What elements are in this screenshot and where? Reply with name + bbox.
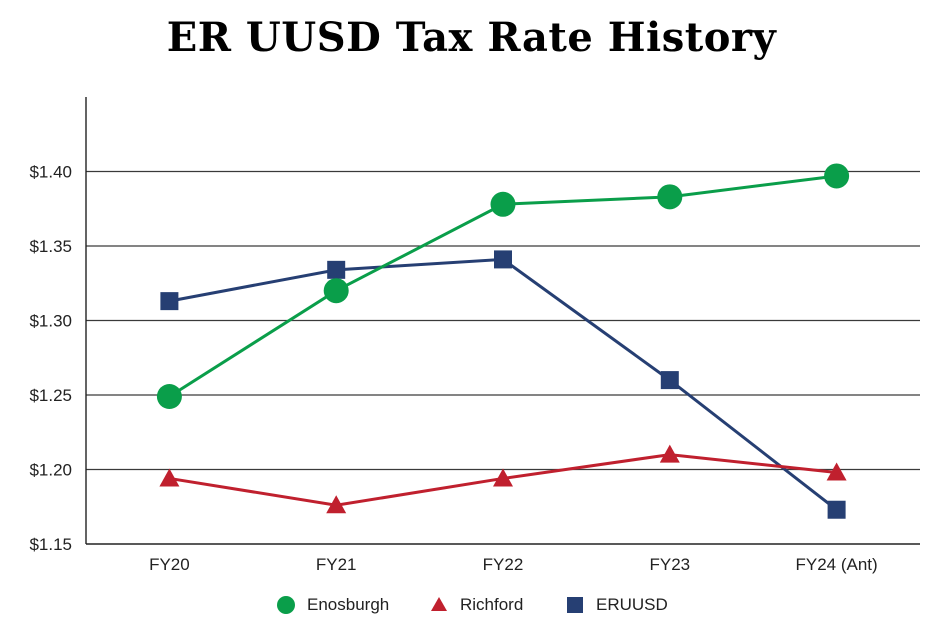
legend: Enosburgh Richford ERUUSD (0, 590, 943, 620)
data-point-enosburgh (824, 163, 850, 189)
data-point-richford (159, 468, 180, 487)
data-point-eruusd (660, 371, 679, 390)
data-point-eruusd (827, 500, 846, 519)
data-point-enosburgh (323, 278, 349, 304)
data-point-eruusd (160, 292, 179, 311)
y-tick-label: $1.25 (29, 386, 72, 405)
y-tick-label: $1.30 (29, 312, 72, 331)
x-tick-label: FY20 (149, 555, 190, 574)
chart-title: ER UUSD Tax Rate History (166, 14, 777, 61)
data-point-eruusd (327, 260, 346, 279)
legend-item-eruusd: ERUUSD (564, 590, 668, 620)
legend-circle-marker (277, 596, 295, 614)
y-tick-label: $1.35 (29, 237, 72, 256)
data-point-enosburgh (490, 191, 516, 217)
legend-item-richford: Richford (428, 590, 523, 620)
legend-label: Richford (460, 595, 524, 614)
data-point-richford (326, 495, 347, 514)
legend-square-marker (567, 597, 583, 613)
data-point-richford (493, 468, 513, 487)
x-tick-label: FY22 (483, 555, 524, 574)
data-point-enosburgh (156, 383, 182, 409)
data-point-eruusd (494, 250, 512, 269)
line-chart: $1.15 $1.20 $1.25 $1.30 $1.35 $1.40 FY20 FY21 FY… (29, 97, 920, 574)
x-tick-label: FY24 (Ant) (795, 555, 877, 574)
legend-label: Enosburgh (307, 595, 390, 614)
legend-triangle-marker (431, 597, 447, 611)
y-tick-label: $1.15 (29, 535, 72, 554)
x-tick-label: FY21 (316, 555, 357, 574)
data-point-enosburgh (657, 184, 683, 210)
data-point-richford (826, 462, 847, 481)
y-tick-label: $1.40 (29, 163, 72, 182)
legend-item-enosburgh: Enosburgh (275, 590, 389, 620)
x-tick-label: FY23 (649, 555, 690, 574)
data-point-richford (659, 444, 680, 463)
y-tick-label: $1.20 (29, 461, 72, 480)
legend-label: ERUUSD (596, 595, 668, 614)
